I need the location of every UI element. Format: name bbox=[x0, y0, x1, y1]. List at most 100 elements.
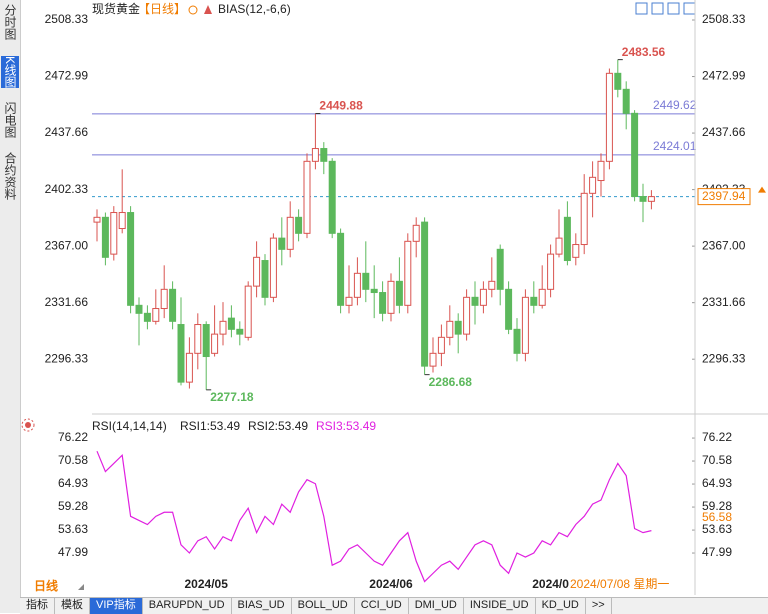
level-label: 2424.01 bbox=[653, 139, 697, 153]
toolbar-tab[interactable]: >> bbox=[586, 598, 612, 614]
candle-body bbox=[580, 192, 588, 246]
rsi-tick-label-right: 47.99 bbox=[702, 545, 732, 559]
candle-body bbox=[538, 288, 546, 306]
toolbar-tab[interactable]: BARUPDN_UD bbox=[143, 598, 232, 614]
rsi-tick-label-right: 76.22 bbox=[702, 430, 732, 444]
sidebar-tab[interactable]: K线图 bbox=[1, 56, 19, 89]
sidebar-tab[interactable]: 分时图 bbox=[3, 4, 17, 40]
candle-body bbox=[345, 296, 353, 306]
candle-body bbox=[127, 212, 135, 306]
candle-body bbox=[496, 248, 504, 290]
toolbar-tab[interactable]: INSIDE_UD bbox=[464, 598, 536, 614]
rsi-settings-icon[interactable] bbox=[21, 418, 35, 432]
candle-body bbox=[337, 232, 345, 306]
toolbar-tab[interactable]: BOLL_UD bbox=[292, 598, 355, 614]
candle-body bbox=[227, 317, 235, 330]
candle-body bbox=[547, 253, 555, 290]
candle-body bbox=[647, 196, 655, 202]
x-tick-label: 2024/05 bbox=[185, 577, 229, 591]
rsi-tick-label-right: 53.63 bbox=[702, 522, 732, 536]
rsi-tick-label: 53.63 bbox=[58, 522, 88, 536]
candle-body bbox=[143, 312, 151, 322]
candle-body bbox=[211, 333, 219, 354]
y-tick-label: 2472.99 bbox=[45, 69, 89, 83]
candle-body bbox=[93, 216, 101, 223]
toolbar-tab[interactable]: CCI_UD bbox=[355, 598, 409, 614]
candle-body bbox=[303, 160, 311, 234]
low-label: 2277.18 bbox=[210, 390, 254, 404]
sidebar-tab[interactable]: 合约资料 bbox=[3, 152, 17, 200]
toolbar-tab[interactable]: VIP指标 bbox=[90, 598, 143, 614]
x-tick-label: 2024/06 bbox=[369, 577, 413, 591]
candle-body bbox=[488, 280, 496, 290]
candle-body bbox=[286, 216, 294, 250]
candle-body bbox=[185, 352, 193, 383]
toolbar-tab[interactable]: KD_UD bbox=[536, 598, 586, 614]
y-tick-label-right: 2296.33 bbox=[702, 351, 746, 365]
rsi-tick-label: 64.93 bbox=[58, 476, 88, 490]
candle-body bbox=[110, 212, 118, 255]
candle-body bbox=[563, 216, 571, 262]
rsi-label: RSI2:53.49 bbox=[248, 419, 308, 433]
y-tick-label-right: 2331.66 bbox=[702, 295, 746, 309]
candle-body bbox=[278, 237, 286, 250]
window-buttons[interactable] bbox=[635, 2, 696, 15]
level-label: 2449.62 bbox=[653, 98, 697, 112]
candle-body bbox=[379, 292, 387, 314]
toolbar-tab[interactable]: BIAS_UD bbox=[232, 598, 292, 614]
y-tick-label-right: 2437.66 bbox=[702, 125, 746, 139]
candle-body bbox=[446, 320, 454, 338]
candle-body bbox=[513, 328, 521, 354]
rsi-tick-label: 70.58 bbox=[58, 453, 88, 467]
y-tick-label: 2331.66 bbox=[45, 295, 89, 309]
candle-body bbox=[437, 336, 445, 354]
candle-body bbox=[295, 216, 303, 234]
candle-body bbox=[572, 244, 580, 258]
low-label: 2286.68 bbox=[429, 375, 473, 389]
candle-body bbox=[118, 212, 126, 230]
rsi-tick-label: 59.28 bbox=[58, 499, 88, 513]
candle-body bbox=[219, 320, 227, 335]
candle-body bbox=[454, 320, 462, 335]
candle-body bbox=[177, 324, 185, 383]
toolbar-tab[interactable]: DMI_UD bbox=[409, 598, 464, 614]
last-price-box bbox=[697, 188, 751, 206]
instrument: 现货黄金 bbox=[92, 1, 140, 16]
candle-body bbox=[320, 148, 328, 162]
candle-body bbox=[421, 221, 429, 367]
period-button: 日线 bbox=[34, 578, 58, 593]
high-label: 2449.88 bbox=[319, 99, 363, 113]
rsi-tick-label-right: 59.28 bbox=[702, 499, 732, 513]
period: 【日线】 bbox=[138, 2, 186, 16]
candle-body bbox=[622, 88, 630, 114]
candle-body bbox=[521, 296, 529, 354]
y-tick-label: 2437.66 bbox=[45, 125, 89, 139]
candle-body bbox=[152, 308, 160, 322]
candle-body bbox=[261, 260, 269, 298]
rsi-label: RSI1:53.49 bbox=[180, 419, 240, 433]
high-label: 2483.56 bbox=[622, 45, 666, 59]
indicator-icon bbox=[204, 5, 212, 14]
rsi-tick-label: 76.22 bbox=[58, 430, 88, 444]
toolbar-tab[interactable]: 模板 bbox=[55, 598, 90, 614]
candle-body bbox=[253, 256, 261, 287]
x-tick-label: 2024/0 bbox=[532, 577, 569, 591]
candle-body bbox=[387, 280, 395, 314]
candle-body bbox=[269, 237, 277, 298]
toolbar-tab[interactable]: 指标 bbox=[20, 598, 55, 614]
sidebar-tab[interactable]: 闪电图 bbox=[3, 102, 17, 138]
candle-body bbox=[236, 328, 244, 335]
candle-body bbox=[614, 72, 622, 90]
candle-body bbox=[101, 216, 109, 258]
y-tick-label-right: 2472.99 bbox=[702, 69, 746, 83]
cursor-date: 2024/07/08 星期一 bbox=[570, 577, 669, 591]
candle-body bbox=[244, 285, 252, 338]
candle-body bbox=[597, 160, 605, 182]
toggle-icon[interactable] bbox=[188, 5, 198, 15]
y-tick-label: 2296.33 bbox=[45, 351, 89, 365]
candle-body bbox=[169, 288, 177, 322]
candle-body bbox=[463, 296, 471, 335]
candle-body bbox=[202, 324, 210, 358]
